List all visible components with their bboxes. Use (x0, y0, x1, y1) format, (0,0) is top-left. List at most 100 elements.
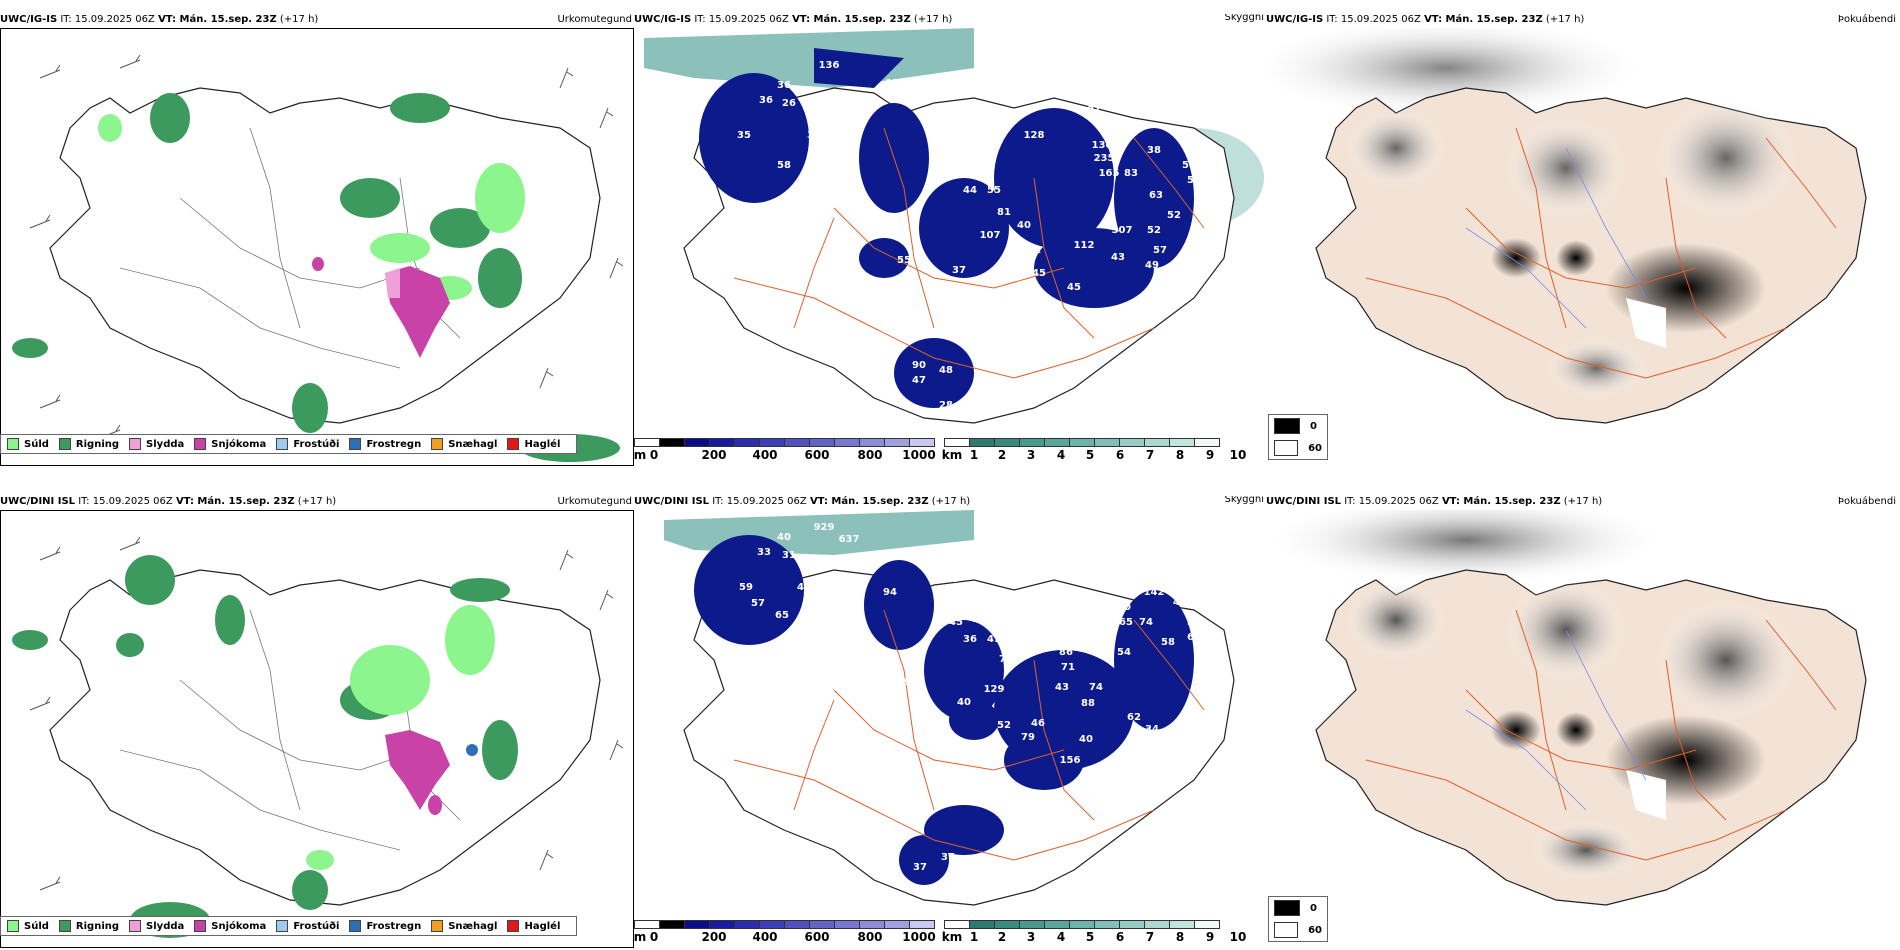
svg-text:50: 50 (1187, 617, 1201, 628)
svg-text:74: 74 (1089, 682, 1103, 693)
svg-text:107: 107 (980, 230, 1001, 241)
panel-title: Úrkomutegund (557, 496, 632, 507)
svg-text:53: 53 (1127, 120, 1141, 131)
svg-text:142: 142 (1144, 587, 1165, 598)
svg-text:121: 121 (886, 78, 907, 89)
legend-item: Súld (7, 920, 49, 932)
svg-text:60: 60 (807, 195, 821, 206)
svg-text:156: 156 (1060, 755, 1081, 766)
precip-legend: Súld Rigning Slydda Snjókoma Frostúði Fr… (0, 434, 578, 454)
legend-item: Slydda (129, 920, 184, 932)
legend-item: Snjókoma (194, 920, 266, 932)
svg-text:28: 28 (939, 400, 953, 411)
legend-item: Rigning (58, 438, 119, 450)
svg-text:52: 52 (1147, 225, 1161, 236)
panel-title: Skyggni (1224, 14, 1264, 23)
svg-text:129: 129 (984, 684, 1005, 695)
panel-header: UWC/DINI ISL IT: 15.09.2025 06Z VT: Mán.… (634, 496, 971, 507)
precip-panel-row1: UWC/IG-IS IT: 15.09.2025 06Z VT: Mán. 15… (0, 14, 634, 466)
svg-text:86: 86 (1097, 118, 1111, 129)
ceiling-panel-row2: UWC/DINI ISL IT: 15.09.2025 06Z VT: Mán.… (634, 496, 1266, 948)
svg-text:60: 60 (811, 637, 825, 648)
svg-text:81: 81 (997, 207, 1011, 218)
svg-text:57: 57 (751, 598, 765, 609)
svg-text:45: 45 (949, 617, 963, 628)
fog-map (1266, 510, 1900, 920)
svg-text:43: 43 (1055, 682, 1069, 693)
svg-text:58: 58 (777, 160, 791, 171)
cloud-number-labels: 136 121 36 36 26 35 33 58 44 60 37 46 44… (737, 60, 1201, 411)
precip-legend: Súld Rigning Slydda Snjókoma Frostúði Fr… (0, 916, 578, 936)
svg-text:65: 65 (775, 610, 789, 621)
svg-text:88: 88 (1081, 698, 1095, 709)
legend-item: Frostregn (349, 920, 421, 932)
svg-text:45: 45 (1032, 268, 1046, 279)
fog-legend: 0 60 (1268, 414, 1328, 460)
wind-barbs (29, 54, 624, 439)
precip-panel-row2: UWC/DINI ISL IT: 15.09.2025 06Z VT: Mán.… (0, 496, 634, 948)
svg-text:637: 637 (839, 534, 860, 545)
svg-text:40: 40 (777, 532, 791, 543)
svg-text:130: 130 (1092, 140, 1113, 151)
svg-text:52: 52 (997, 720, 1011, 731)
panel-title: Úrkomutegund (557, 14, 632, 25)
height-ticks: m 0 200 400 600 800 1000 (634, 930, 936, 944)
panel-title: Þokuábendi (1837, 496, 1896, 507)
svg-text:81: 81 (1087, 105, 1101, 116)
svg-text:51: 51 (1027, 245, 1041, 256)
svg-text:33: 33 (807, 130, 821, 141)
svg-text:57: 57 (1153, 245, 1167, 256)
svg-text:36: 36 (963, 634, 977, 645)
svg-text:48: 48 (939, 365, 953, 376)
panel-header: UWC/IG-IS IT: 15.09.2025 06Z VT: Mán. 15… (634, 14, 953, 25)
svg-text:37: 37 (941, 852, 955, 863)
svg-text:307: 307 (1112, 225, 1133, 236)
svg-text:54: 54 (1117, 647, 1131, 658)
legend-item: Haglél (507, 920, 560, 932)
legend-item: Haglél (507, 438, 560, 450)
snow-areas (312, 257, 450, 358)
panel-header: UWC/DINI ISL IT: 15.09.2025 06Z VT: Mán.… (1266, 496, 1603, 507)
fog-legend: 0 60 (1268, 896, 1328, 942)
precip-map (0, 28, 634, 466)
iceland-outline (49, 87, 601, 424)
svg-text:59: 59 (739, 582, 753, 593)
svg-text:31: 31 (782, 550, 796, 561)
svg-text:94: 94 (883, 587, 897, 598)
svg-text:46: 46 (969, 170, 983, 181)
svg-text:36: 36 (777, 80, 791, 91)
svg-text:59: 59 (1182, 160, 1196, 171)
km-colorbar (944, 920, 1234, 929)
svg-text:363: 363 (974, 378, 995, 389)
svg-text:83: 83 (1124, 168, 1138, 179)
legend-item: Snæhagl (431, 438, 497, 450)
fog-map (1266, 28, 1900, 438)
panel-title: Þokuábendi (1837, 14, 1896, 25)
panel-header: UWC/IG-IS IT: 15.09.2025 06Z VT: Mán. 15… (0, 14, 319, 25)
ceiling-map: 136 121 36 36 26 35 33 58 44 60 37 46 44… (634, 28, 1266, 438)
km-colorbar (944, 438, 1234, 447)
svg-text:44: 44 (963, 185, 977, 196)
svg-text:74: 74 (1139, 617, 1153, 628)
svg-text:37: 37 (913, 862, 927, 873)
svg-text:38: 38 (821, 582, 835, 593)
height-ticks: m 0 200 400 600 800 1000 (634, 448, 936, 462)
svg-text:62: 62 (1127, 712, 1141, 723)
svg-text:40: 40 (957, 697, 971, 708)
roads (733, 127, 1205, 379)
svg-text:44: 44 (802, 172, 816, 183)
km-ticks: km 1 2 3 4 5 6 7 8 9 10 (941, 930, 1247, 944)
fog-panel-row1: UWC/IG-IS IT: 15.09.2025 06Z VT: Mán. 15… (1266, 14, 1900, 466)
legend-item: Snæhagl (431, 920, 497, 932)
svg-text:43: 43 (1111, 252, 1125, 263)
svg-text:86: 86 (1059, 647, 1073, 658)
svg-text:79: 79 (897, 677, 911, 688)
svg-text:90: 90 (912, 360, 926, 371)
legend-item: Frostúði (276, 920, 339, 932)
legend-item: Slydda (129, 438, 184, 450)
svg-text:35: 35 (737, 130, 751, 141)
svg-text:79: 79 (999, 654, 1013, 665)
fog-panel-row2: UWC/DINI ISL IT: 15.09.2025 06Z VT: Mán.… (1266, 496, 1900, 948)
svg-text:52: 52 (807, 622, 821, 633)
svg-text:50: 50 (1117, 602, 1131, 613)
